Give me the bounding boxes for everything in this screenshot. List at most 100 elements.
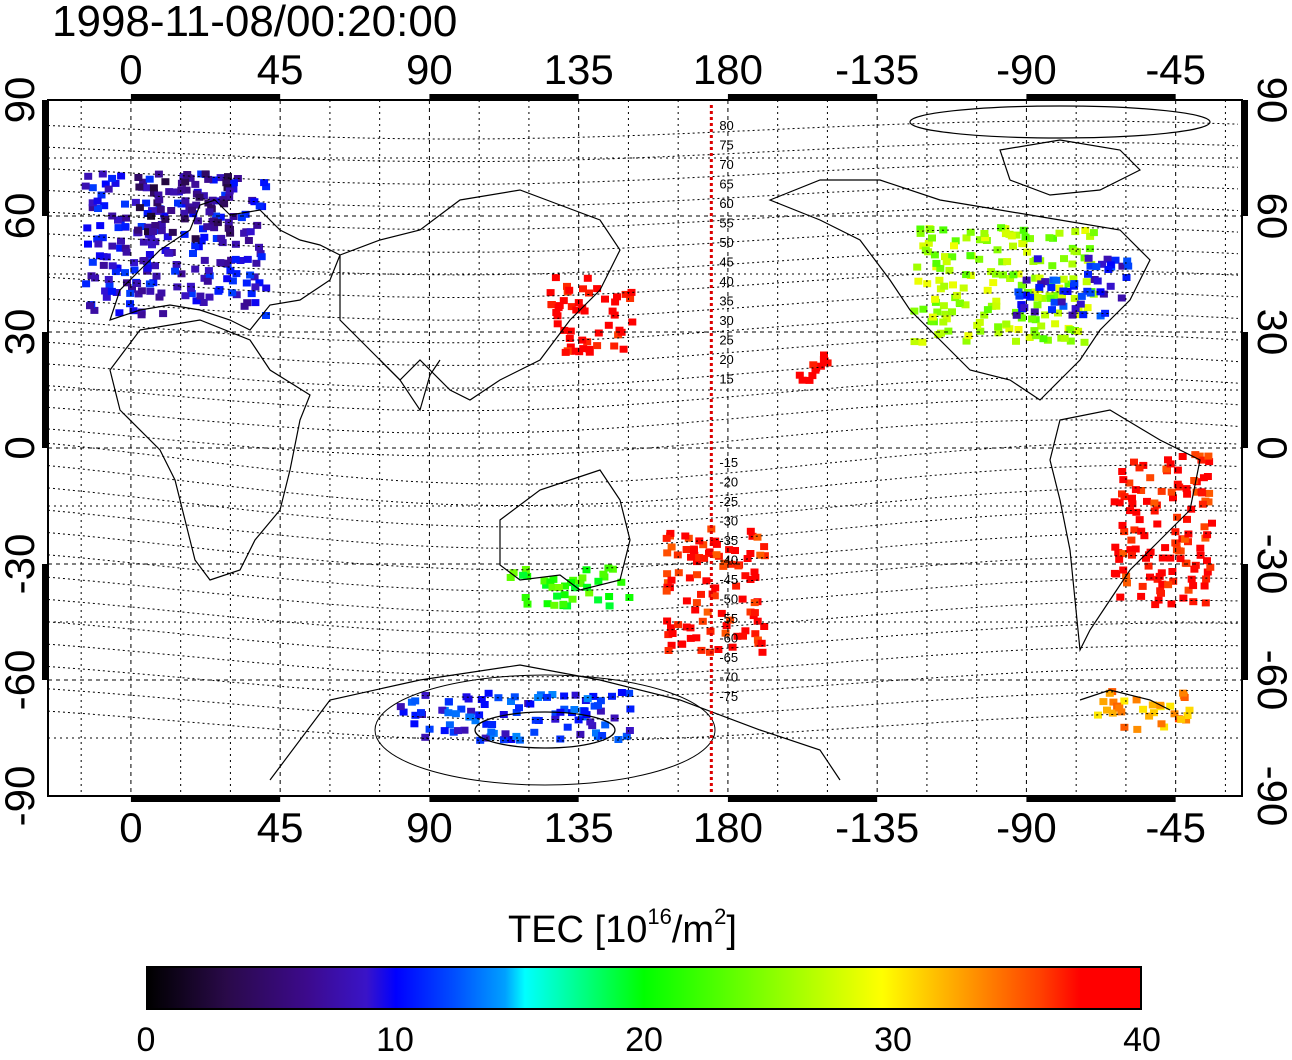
- tec-pixel: [117, 237, 125, 245]
- tec-pixel: [962, 337, 971, 345]
- tec-pixel: [1117, 294, 1126, 302]
- tec-colorbar: [146, 966, 1142, 1010]
- tec-pixel: [1047, 284, 1056, 291]
- frame-bar-right: [1242, 564, 1248, 680]
- lat-lon-grid: [48, 99, 1242, 797]
- tec-pixel: [105, 281, 114, 289]
- tec-pixel: [722, 622, 731, 630]
- tec-pixel: [944, 327, 953, 335]
- tec-pixel: [697, 646, 706, 654]
- lon-label-bottom: 180: [693, 804, 763, 851]
- tec-pixel: [131, 198, 140, 206]
- tec-pixel: [542, 581, 551, 589]
- tec-pixel: [820, 357, 829, 365]
- tec-pixel: [1059, 302, 1068, 310]
- tec-pixel: [523, 572, 532, 580]
- tec-pixel: [1190, 565, 1199, 573]
- tec-pixel: [932, 259, 941, 267]
- tec-pixel: [975, 255, 984, 263]
- tec-pixel: [610, 714, 619, 722]
- tec-pixel: [155, 293, 164, 301]
- frame-bar-top: [727, 94, 878, 100]
- tec-pixel: [674, 621, 683, 629]
- tec-pixel: [1116, 593, 1125, 601]
- tec-pixel: [1120, 697, 1129, 705]
- tec-pixel: [1006, 275, 1015, 282]
- tec-pixel: [421, 733, 430, 741]
- tec-pixel: [913, 263, 922, 271]
- tec-pixel: [1126, 546, 1135, 554]
- contour-line: [47, 141, 1239, 163]
- tec-pixel: [1038, 294, 1047, 302]
- tec-pixel: [172, 261, 181, 268]
- tec-pixel: [1205, 458, 1214, 466]
- frame-bar-left: [42, 100, 48, 216]
- tec-pixel: [1122, 274, 1131, 281]
- lon-label-top: -45: [1145, 46, 1206, 93]
- tec-pixel: [1166, 702, 1175, 710]
- tec-pixel: [411, 711, 420, 719]
- lat-label-left: 90: [0, 77, 43, 124]
- tec-pixel: [702, 577, 711, 585]
- lat-label-left: -90: [0, 766, 43, 827]
- tec-pixel: [816, 362, 825, 370]
- tec-pixel: [601, 295, 609, 303]
- tec-pixel: [686, 634, 695, 642]
- tec-pixel: [1208, 519, 1216, 527]
- tec-pixel: [217, 234, 226, 242]
- contour-line: [47, 270, 1239, 298]
- contour-label: 35: [719, 294, 733, 309]
- contour-label: -25: [719, 494, 738, 509]
- tec-pixel: [417, 709, 425, 717]
- coast-australia: [499, 469, 631, 591]
- tec-pixel: [1043, 336, 1052, 344]
- lon-label-bottom: -135: [835, 804, 919, 851]
- tec-pixel: [601, 721, 610, 729]
- tec-pixel: [93, 235, 102, 243]
- tec-pixel: [565, 335, 574, 342]
- tec-pixel: [563, 282, 571, 290]
- contour-label: 75: [719, 138, 733, 153]
- tec-pixel: [1105, 689, 1114, 697]
- tec-pixel: [260, 179, 269, 187]
- tec-pixel: [246, 271, 255, 279]
- tec-pixel: [144, 223, 153, 231]
- tec-pixel: [134, 226, 142, 234]
- tec-pixel: [798, 376, 807, 384]
- contour-line: [47, 163, 1239, 185]
- tec-pixel: [750, 568, 759, 576]
- tec-pixel: [586, 718, 595, 726]
- tec-pixel: [154, 191, 163, 199]
- tec-pixel: [560, 591, 569, 599]
- tec-pixel: [512, 709, 521, 716]
- tec-pixel: [617, 578, 626, 586]
- tec-pixel: [1026, 235, 1034, 243]
- tec-pixel: [926, 226, 935, 233]
- tec-pixel: [975, 318, 984, 326]
- coast-europe: [109, 199, 341, 331]
- contour-label: -65: [719, 650, 738, 665]
- contour-line: [47, 376, 1239, 412]
- tec-pixel: [438, 706, 447, 714]
- tec-pixel: [116, 244, 125, 252]
- tec-pixel: [976, 327, 985, 335]
- tec-pixel: [572, 306, 581, 314]
- tec-pixel: [203, 277, 212, 285]
- tec-pixel: [805, 376, 814, 384]
- contour-line: [47, 334, 1239, 366]
- tec-pixel: [1137, 527, 1146, 535]
- tec-pixel: [760, 623, 769, 630]
- tec-pixel: [563, 723, 572, 731]
- tec-pixel: [1179, 594, 1188, 602]
- tec-pixel: [204, 199, 213, 207]
- tec-pixel: [1183, 490, 1192, 498]
- tec-pixel: [1182, 716, 1191, 724]
- tec-pixel: [1066, 337, 1075, 345]
- tec-pixel: [210, 224, 219, 232]
- tec-pixel: [187, 284, 195, 292]
- tec-pixel: [919, 242, 928, 250]
- tec-pixel: [668, 630, 677, 637]
- tec-pixel: [1015, 292, 1024, 300]
- tec-pixel: [205, 208, 214, 216]
- tec-pixel: [1115, 704, 1124, 712]
